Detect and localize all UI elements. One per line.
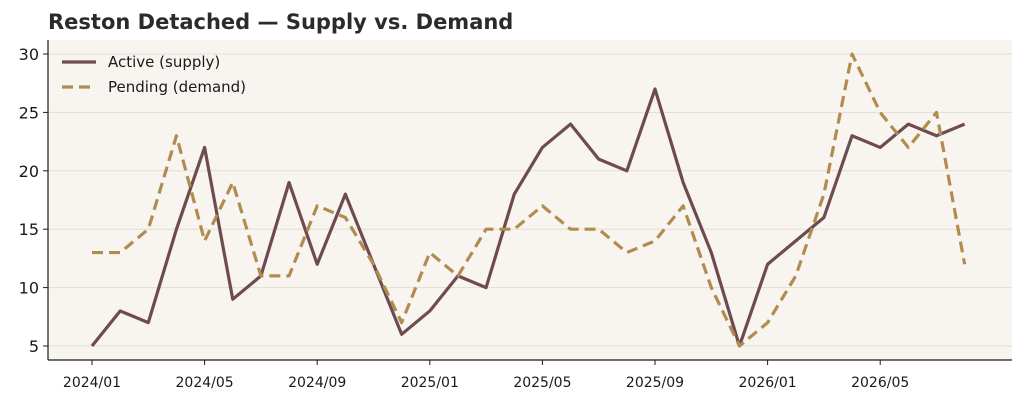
plot-area: 5 10 15 20 25 30 2024/01 2024/05 2024/09 2025/01 2…	[19, 40, 1012, 391]
x-tick-label: 2024/05	[176, 375, 234, 391]
y-tick-label: 5	[29, 337, 39, 356]
y-tick-label: 20	[19, 162, 39, 181]
x-tick-label: 2026/01	[739, 375, 797, 391]
x-tick-label: 2026/05	[851, 375, 909, 391]
series-line-active-supply	[90, 87, 966, 348]
plot-background	[48, 40, 1012, 360]
chart-title: Reston Detached — Supply vs. Demand	[48, 10, 513, 34]
legend-label: Active (supply)	[108, 53, 220, 71]
x-tick-label: 2025/05	[513, 375, 571, 391]
x-tick-label: 2025/01	[401, 375, 459, 391]
legend-label: Pending (demand)	[108, 78, 246, 96]
x-tick-label: 2024/09	[288, 375, 346, 391]
x-tick-label: 2025/09	[626, 375, 684, 391]
y-tick-label: 15	[19, 220, 39, 239]
y-tick-label: 25	[19, 103, 39, 122]
y-tick-label: 10	[19, 279, 39, 298]
x-tick-label: 2024/01	[63, 375, 121, 391]
y-tick-label: 30	[19, 45, 39, 64]
